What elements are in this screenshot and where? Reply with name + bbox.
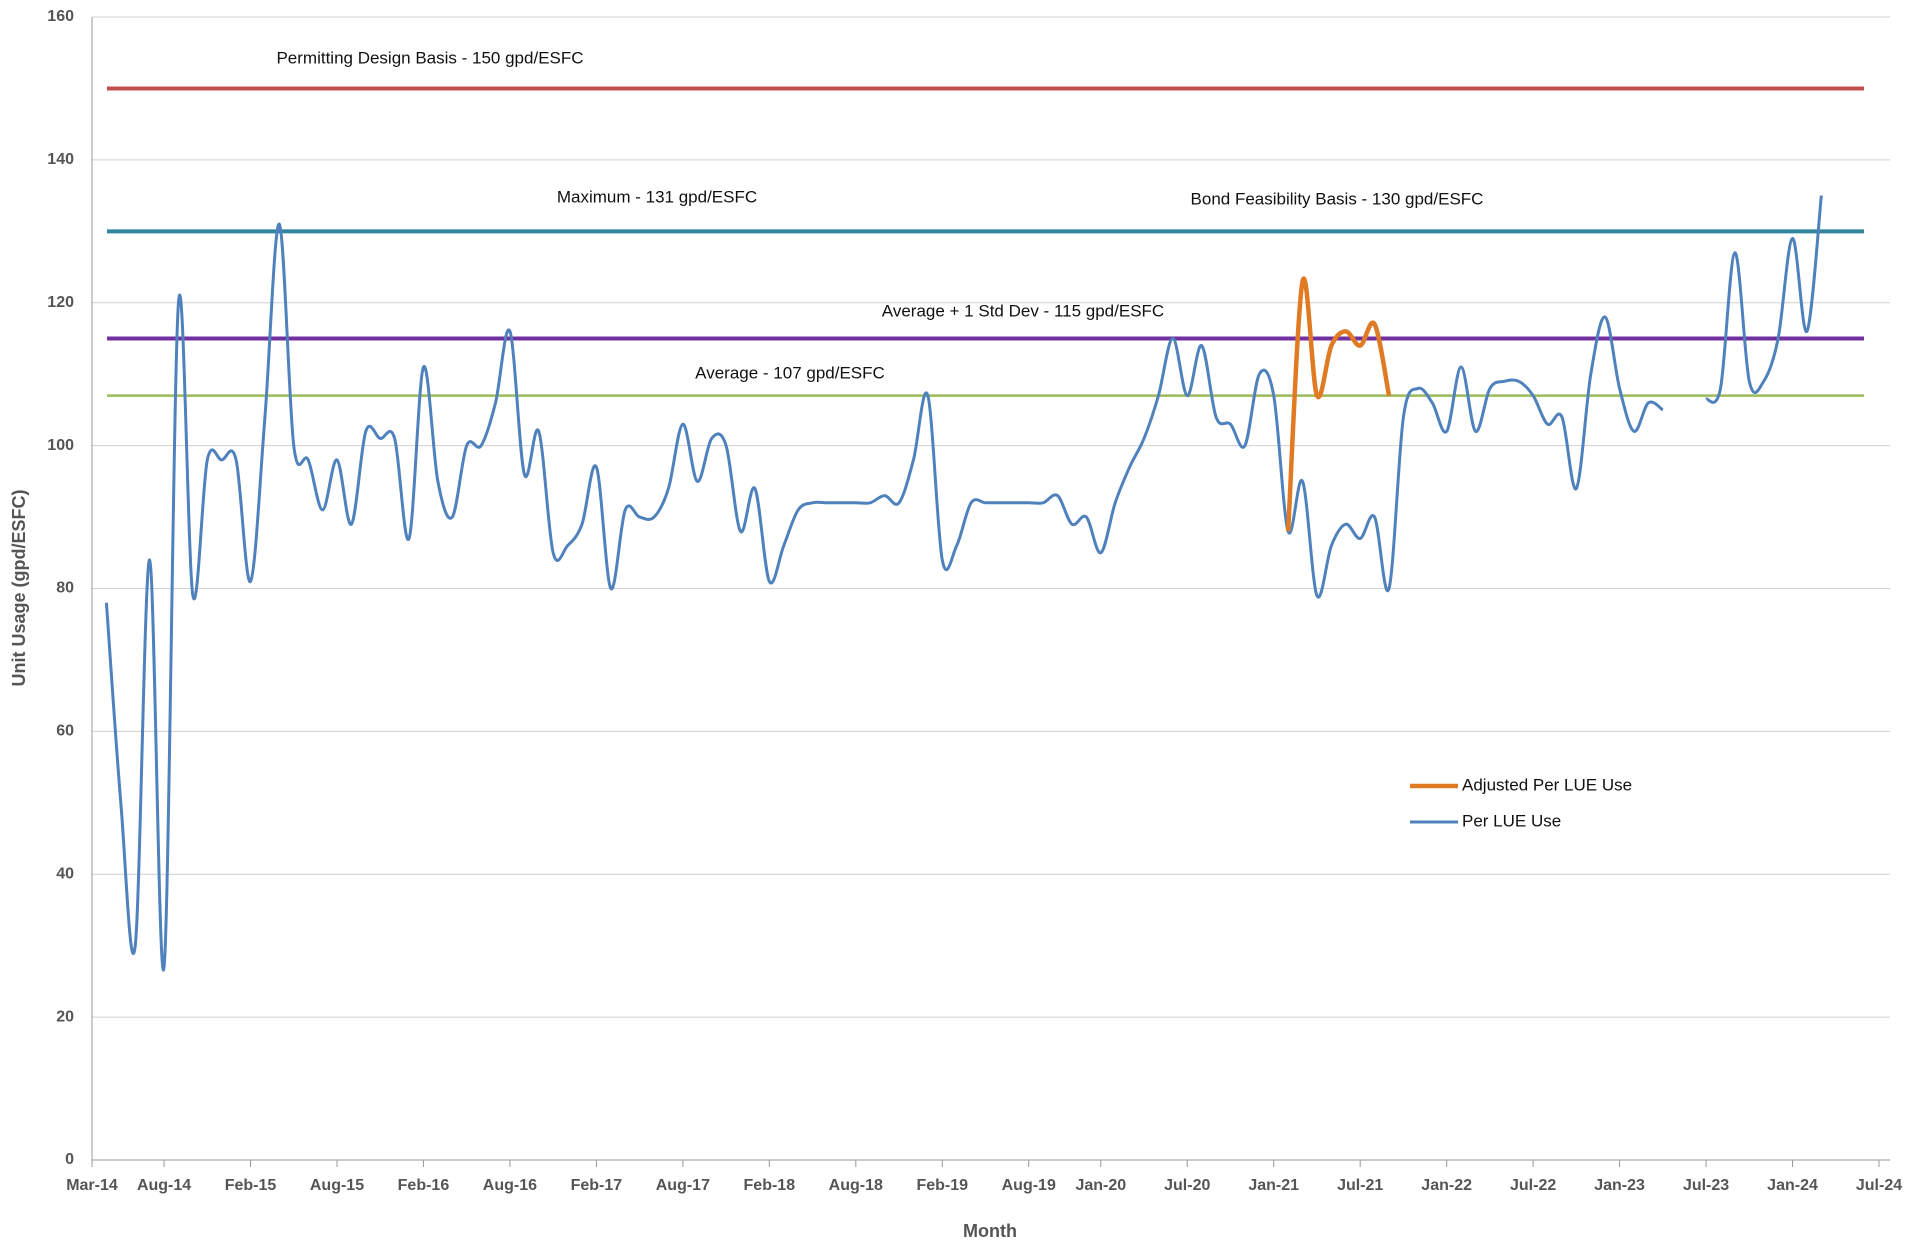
y-tick-label: 0	[65, 1151, 74, 1168]
y-tick-label: 60	[56, 723, 74, 740]
reference-label: Average - 107 gpd/ESFC	[695, 363, 885, 382]
x-tick-label: Jul-20	[1164, 1177, 1210, 1194]
x-tick-label: Feb-17	[571, 1177, 623, 1194]
x-tick-label: Feb-19	[916, 1177, 968, 1194]
x-axis-title: Month	[963, 1221, 1017, 1241]
x-tick-label: Jul-21	[1337, 1177, 1383, 1194]
x-tick-label: Jan-20	[1075, 1177, 1126, 1194]
x-tick-label: Jul-24	[1856, 1177, 1902, 1194]
y-tick-label: 140	[47, 151, 74, 168]
y-tick-label: 20	[56, 1008, 74, 1025]
x-tick-label: Aug-15	[310, 1177, 364, 1194]
x-tick-label: Jan-24	[1767, 1177, 1818, 1194]
annotation: Maximum - 131 gpd/ESFC	[557, 187, 757, 206]
x-tick-label: Aug-17	[656, 1177, 710, 1194]
reference-label: Permitting Design Basis - 150 gpd/ESFC	[276, 48, 583, 67]
x-tick-label: Feb-15	[225, 1177, 277, 1194]
y-tick-label: 160	[47, 8, 74, 25]
x-tick-label: Jul-22	[1510, 1177, 1556, 1194]
y-tick-label: 100	[47, 437, 74, 454]
y-axis-title: Unit Usage (gpd/ESFC)	[9, 489, 29, 686]
x-tick-label: Aug-14	[137, 1177, 191, 1194]
x-tick-label: Feb-18	[744, 1177, 796, 1194]
x-tick-label: Aug-16	[483, 1177, 537, 1194]
y-tick-label: 120	[47, 294, 74, 311]
y-tick-label: 40	[56, 865, 74, 882]
x-tick-label: Jan-21	[1248, 1177, 1299, 1194]
x-tick-label: Feb-16	[398, 1177, 450, 1194]
reference-label: Bond Feasibility Basis - 130 gpd/ESFC	[1191, 189, 1484, 208]
x-tick-label: Jul-23	[1683, 1177, 1729, 1194]
x-tick-label: Jan-22	[1421, 1177, 1472, 1194]
x-tick-label: Jan-23	[1594, 1177, 1645, 1194]
x-tick-label: Aug-18	[829, 1177, 883, 1194]
reference-label: Average + 1 Std Dev - 115 gpd/ESFC	[882, 301, 1164, 320]
legend-label: Adjusted Per LUE Use	[1462, 775, 1632, 794]
series-line	[104, 195, 1823, 972]
x-tick-label: Aug-19	[1002, 1177, 1056, 1194]
y-tick-label: 80	[56, 580, 74, 597]
x-tick-label: Mar-14	[66, 1177, 118, 1194]
legend-label: Per LUE Use	[1462, 811, 1561, 830]
series-line	[1285, 276, 1392, 532]
